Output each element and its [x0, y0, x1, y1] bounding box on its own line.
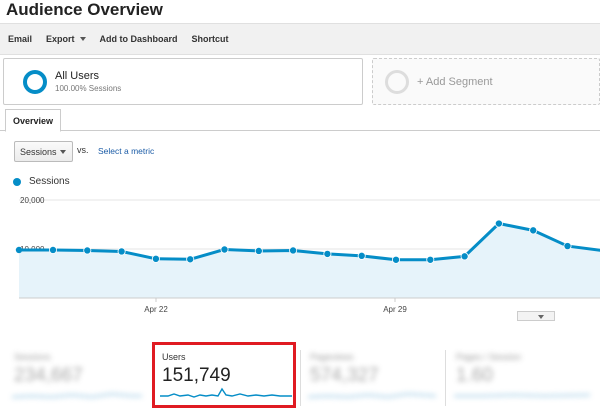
scorecard-divider — [300, 350, 301, 406]
add-to-dashboard-label: Add to Dashboard — [99, 34, 178, 44]
scorecard-label: Users — [162, 352, 186, 362]
segment-name: All Users — [55, 70, 100, 82]
sessions-point — [529, 226, 538, 235]
add-segment-button[interactable]: + Add Segment — [372, 58, 600, 105]
add-to-dashboard-button[interactable]: Add to Dashboard — [100, 34, 178, 44]
chevron-down-icon — [538, 315, 544, 319]
sessions-area — [19, 223, 600, 298]
sessions-point — [49, 245, 58, 254]
x-tick-label: Apr 29 — [383, 305, 407, 314]
metric-dropdown[interactable]: Sessions — [14, 141, 73, 162]
segment-empty-ring-icon — [385, 69, 409, 94]
sessions-point — [186, 255, 195, 264]
scorecard-label: Pageviews — [310, 352, 354, 362]
add-segment-label: + Add Segment — [417, 75, 493, 88]
users-highlight-box — [152, 342, 296, 408]
scorecard-value: 1.60 — [456, 365, 493, 386]
sparkline — [12, 392, 142, 399]
sessions-point — [460, 252, 469, 261]
chevron-down-icon — [60, 150, 66, 154]
chevron-down-icon — [79, 37, 86, 41]
sparkline — [160, 387, 292, 398]
x-tick-label: Apr 22 — [144, 305, 168, 314]
scorecard-sessions[interactable]: Sessions 234,667 — [8, 348, 144, 408]
sessions-chart: 10,000 20,000 Apr 22 Apr 29 — [0, 190, 600, 320]
shortcut-label: Shortcut — [191, 34, 229, 44]
scorecard-users[interactable]: Users 151,749 — [156, 348, 294, 408]
sessions-point — [117, 247, 126, 256]
vs-label: vs. — [77, 145, 89, 155]
sessions-point — [323, 249, 332, 258]
sessions-point — [151, 254, 160, 263]
shortcut-button[interactable]: Shortcut — [192, 34, 229, 44]
sessions-point — [563, 242, 572, 251]
sessions-point — [391, 255, 400, 264]
sessions-point — [83, 246, 92, 255]
sessions-point — [289, 246, 298, 255]
scorecard-divider — [445, 350, 446, 406]
scorecard-value: 234,667 — [14, 365, 83, 386]
sessions-point — [220, 245, 229, 254]
segment-ring-icon — [23, 69, 47, 94]
sessions-point — [426, 255, 435, 264]
export-label: Export — [46, 34, 75, 44]
sessions-point — [254, 246, 263, 255]
legend-dot-icon — [13, 177, 21, 186]
sparkline — [454, 393, 590, 398]
chart-collapse-handle[interactable] — [517, 311, 555, 321]
metric-dropdown-value: Sessions — [20, 146, 57, 157]
chart-legend: Sessions — [13, 176, 70, 187]
report-toolbar: Email Export Add to Dashboard Shortcut — [0, 23, 600, 55]
legend-sessions-label: Sessions — [29, 176, 70, 187]
scorecard-value: 151,749 — [162, 365, 231, 386]
export-button[interactable]: Export — [46, 34, 86, 44]
scorecard-label: Pages / Session — [456, 352, 522, 362]
select-metric-link[interactable]: Select a metric — [98, 146, 155, 156]
page-title: Audience Overview — [6, 0, 163, 19]
scorecard-label: Sessions — [14, 352, 51, 362]
sessions-point — [357, 251, 366, 260]
segment-all-users[interactable]: All Users 100.00% Sessions — [3, 58, 363, 105]
segment-sessions-share: 100.00% Sessions — [55, 84, 122, 93]
scorecard-pageviews[interactable]: Pageviews 574,327 — [304, 348, 438, 408]
scorecard-value: 574,327 — [310, 365, 379, 386]
tab-overview[interactable]: Overview — [5, 109, 61, 132]
sessions-point — [494, 219, 503, 228]
email-button[interactable]: Email — [8, 34, 32, 44]
email-label: Email — [8, 34, 33, 44]
sessions-point — [15, 246, 23, 254]
scorecards: Sessions 234,667 Users 151,749 Pageviews… — [0, 342, 600, 410]
sparkline — [308, 392, 436, 399]
y-tick-label: 20,000 — [20, 196, 45, 205]
tab-bar: Overview — [0, 109, 600, 132]
scorecard-pages-per-session[interactable]: Pages / Session 1.60 — [450, 348, 596, 408]
